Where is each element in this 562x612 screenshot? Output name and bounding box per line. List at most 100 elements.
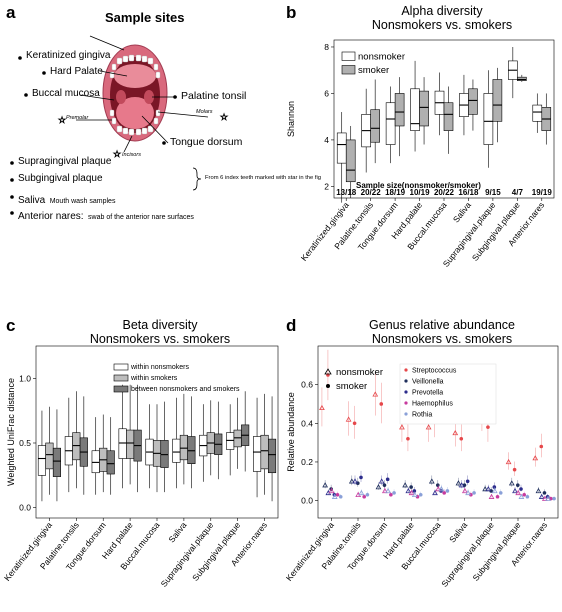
box-smoker-1 — [370, 109, 380, 143]
legend-label-nonsmoker: nonsmoker — [358, 52, 405, 63]
x-tick-label-saliva: Saliva — [451, 200, 473, 225]
point-nonsmoker-rothia-0 — [331, 493, 338, 499]
point-smoker-haemophilus-7 — [522, 493, 526, 497]
point-nonsmoker-prevotella-6 — [485, 485, 492, 492]
tonsil-left — [116, 90, 126, 104]
y-tick-label: 0.0 — [301, 496, 313, 506]
chart-b-title-line1: Alpha diversity — [401, 4, 483, 18]
sample-size-2: 18/19 — [385, 188, 406, 197]
point-smoker-haemophilus-4 — [442, 491, 446, 495]
legend-color-rothia — [404, 412, 408, 416]
box-within-smokers-3 — [126, 429, 135, 459]
point-smoker-rothia-7 — [525, 494, 530, 499]
point-nonsmoker-rothia-2 — [385, 487, 391, 494]
site-label-palatine-tonsil: Palatine tonsil — [181, 90, 247, 102]
nares-label: Anterior nares: swab of the anterior nar… — [18, 206, 194, 224]
point-smoker-rothia-2 — [392, 491, 396, 495]
x-tick-label-saliva: Saliva — [447, 520, 469, 545]
point-smoker-veillonella-4 — [436, 483, 440, 487]
point-nonsmoker-veillonella-8 — [535, 487, 542, 494]
point-smoker-prevotella-5 — [465, 479, 470, 484]
box-within-smokers-8 — [260, 434, 269, 470]
point-nonsmoker-rothia-5 — [465, 489, 471, 496]
star-icon-molars: ☆ — [220, 112, 228, 122]
y-tick-label: 0.6 — [301, 380, 313, 390]
pointer-incisors — [123, 135, 133, 153]
y-tick-label: 0.4 — [301, 418, 313, 428]
point-smoker-veillonella-3 — [409, 485, 413, 489]
box-between-nonsmokers-and-smokers-2 — [106, 450, 115, 475]
legend-color-streptococcus — [404, 368, 408, 372]
point-nonsmoker-rothia-4 — [438, 485, 445, 492]
y-axis-label: Shannon — [286, 101, 296, 137]
box-within-nonsmokers-5 — [172, 438, 181, 463]
sample-size-4: 20/22 — [434, 188, 455, 197]
chart-c-title: Beta diversity Nonsmokers vs. smokers — [40, 318, 280, 346]
plaque-label-subgingival: Subgingival plaque — [18, 173, 103, 184]
chart-b-title-line2: Nonsmokers vs. smokers — [371, 18, 513, 32]
plaque-label-supragingival: Supragingival plaque — [18, 156, 112, 167]
point-smoker-streptococcus-2 — [379, 402, 384, 406]
chart-d-title-line1: Genus relative abundance — [369, 318, 515, 332]
point-smoker-streptococcus-1 — [352, 421, 357, 426]
point-nonsmoker-streptococcus-3 — [399, 424, 405, 430]
legend-label-streptococcus: Streptococcus — [412, 368, 457, 375]
point-nonsmoker-prevotella-3 — [405, 487, 412, 494]
point-nonsmoker-haemophilus-3 — [408, 489, 415, 496]
y-tick-label: 1.0 — [19, 373, 31, 383]
x-tick-label-keratinized-gingiva: Keratinized.gingiva — [284, 520, 336, 583]
box-smoker-0 — [345, 139, 356, 183]
nares-label-text: Anterior nares: — [18, 211, 84, 222]
y-tick-label: 4 — [324, 135, 329, 145]
box-smoker-6 — [492, 79, 503, 122]
chart-d-title: Genus relative abundance Nonsmokers vs. … — [322, 318, 562, 346]
legend-swatch-between-nonsmokers-and-smokers — [113, 385, 129, 393]
site-label-tongue-dorsum: Tongue dorsum — [170, 136, 243, 148]
legend-label-haemophilus: Haemophilus — [412, 401, 453, 408]
point-smoker-veillonella-2 — [382, 483, 387, 487]
point-nonsmoker-veillonella-5 — [455, 480, 462, 486]
plaque-brace — [192, 167, 202, 191]
point-smoker-prevotella-7 — [519, 487, 523, 491]
box-smoker-7 — [517, 76, 527, 81]
point-nonsmoker-haemophilus-8 — [541, 495, 548, 501]
legend-label-within-smokers: within smokers — [130, 375, 178, 382]
sample-size-1: 20/22 — [361, 188, 382, 197]
point-nonsmoker-veillonella-1 — [348, 478, 355, 484]
point-smoker-haemophilus-6 — [495, 494, 500, 499]
legend-swatch-smoker — [341, 65, 356, 75]
point-smoker-veillonella-7 — [516, 483, 520, 487]
chart-c-title-line2: Nonsmokers vs. smokers — [89, 332, 231, 346]
star-icons: ☆ ☆ ☆ — [58, 112, 229, 160]
panel-c: c Beta diversity Nonsmokers vs. smokers … — [0, 306, 282, 612]
y-tick-label: 0.2 — [301, 457, 313, 467]
point-nonsmoker-prevotella-8 — [538, 493, 545, 499]
point-smoker-rothia-4 — [445, 489, 450, 493]
panel-label-a: a — [6, 3, 16, 22]
point-smoker-haemophilus-1 — [362, 494, 366, 499]
legend-label-prevotella: Prevotella — [412, 390, 443, 397]
box-within-smokers-0 — [45, 442, 54, 470]
box-within-nonsmokers-3 — [118, 428, 127, 459]
legend-shape-smoker — [326, 384, 330, 388]
box-between-nonsmokers-and-smokers-4 — [160, 440, 169, 468]
point-nonsmoker-streptococcus-1 — [345, 416, 352, 422]
point-nonsmoker-streptococcus-7 — [505, 458, 512, 465]
point-nonsmoker-veillonella-0 — [322, 482, 329, 488]
lower-teeth — [109, 109, 161, 136]
y-tick-label: 8 — [324, 42, 329, 52]
x-tick-label-saliva: Saliva — [166, 520, 188, 545]
legend-label-smoker: smoker — [336, 381, 367, 392]
point-smoker-streptococcus-3 — [406, 436, 410, 441]
point-nonsmoker-haemophilus-0 — [328, 487, 335, 494]
site-label-hard-palate: Hard Palate — [50, 66, 103, 77]
site-label-buccal-mucosa: Buccal mucosa — [32, 88, 100, 99]
point-smoker-prevotella-2 — [385, 477, 390, 482]
box-between-nonsmokers-and-smokers-5 — [187, 436, 196, 464]
legend-color-haemophilus — [404, 401, 408, 405]
pointer-keratinized — [89, 35, 125, 51]
point-nonsmoker-rothia-1 — [358, 489, 365, 496]
legend-label-smoker: smoker — [358, 65, 389, 76]
point-smoker-haemophilus-0 — [335, 493, 340, 497]
pointer-tongue — [141, 115, 169, 144]
